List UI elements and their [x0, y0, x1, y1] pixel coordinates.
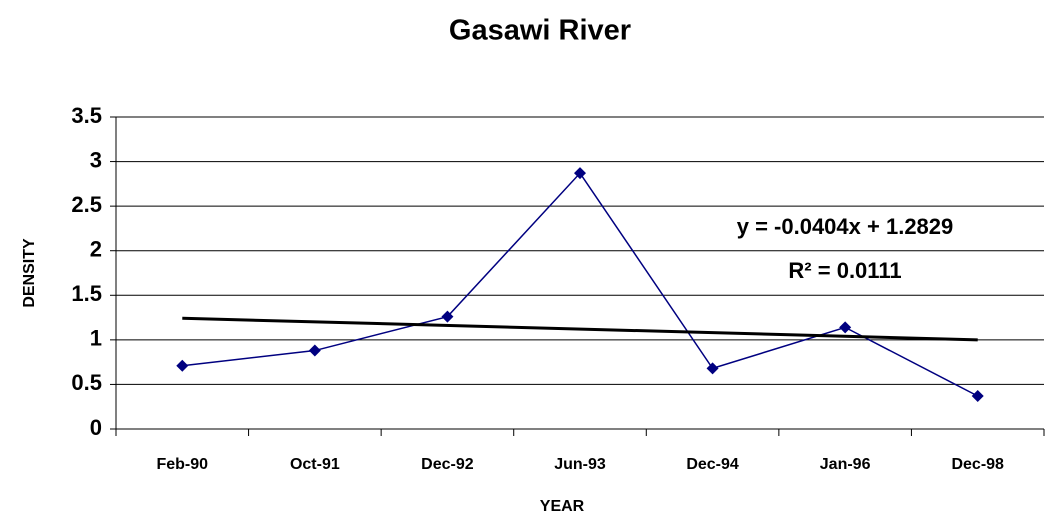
y-tick-label: 2.5: [71, 192, 102, 217]
x-tick-label: Jun-93: [554, 456, 606, 473]
data-point: [574, 167, 586, 180]
y-axis-label: DENSITY: [21, 238, 38, 308]
data-point: [839, 321, 852, 334]
data-point: [971, 390, 984, 403]
x-tick-label: Dec-92: [421, 456, 474, 473]
y-tick-label: 2: [90, 237, 102, 262]
chart-title: Gasawi River: [449, 15, 631, 47]
trend-equation: y = -0.0404x + 1.2829: [737, 214, 954, 239]
y-tick-label: 3: [90, 147, 102, 172]
trendline: [182, 316, 978, 342]
x-tick-label: Oct-91: [290, 456, 340, 473]
y-tick-label: 3.5: [71, 103, 102, 128]
y-tick-label: 1: [90, 326, 102, 351]
x-tick-label: Jan-96: [820, 456, 871, 473]
y-tick-label: 0.5: [71, 370, 102, 395]
data-point: [441, 310, 454, 323]
trend-r-squared: R² = 0.0111: [788, 258, 901, 283]
y-tick-label: 1.5: [71, 281, 102, 306]
y-tick-label: 0: [90, 415, 102, 440]
x-axis-label: YEAR: [540, 498, 585, 515]
x-tick-label: Feb-90: [156, 456, 208, 473]
data-point: [308, 344, 321, 357]
x-tick-label: Dec-98: [951, 456, 1004, 473]
x-tick-label: Dec-94: [686, 456, 739, 473]
data-point: [176, 359, 189, 372]
data-point: [706, 362, 719, 375]
